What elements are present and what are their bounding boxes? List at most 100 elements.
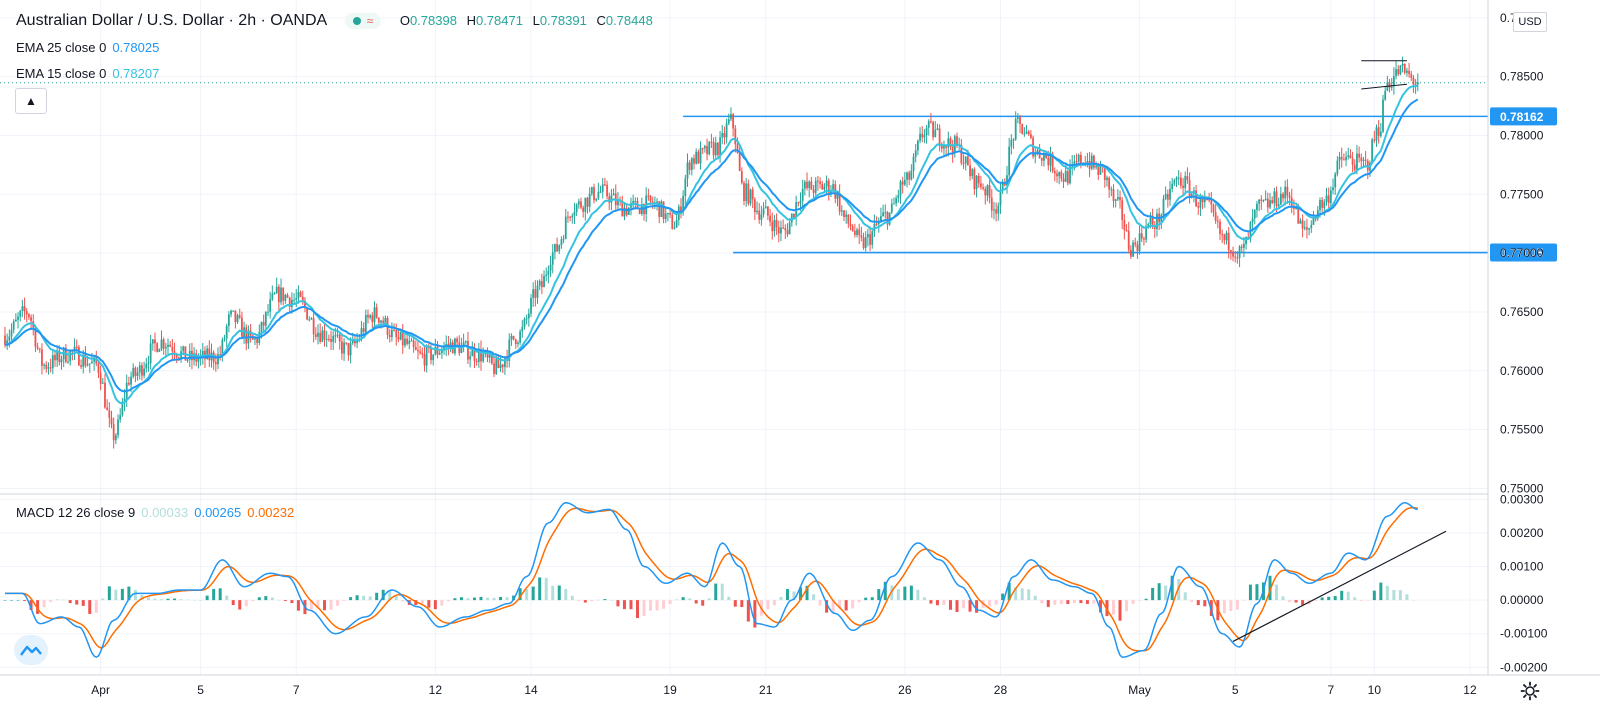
candle-body	[1275, 191, 1278, 207]
macd-histogram-bar	[140, 594, 144, 601]
ema15-legend[interactable]: EMA 15 close 0 0.78207	[16, 66, 159, 81]
macd-histogram-bar	[492, 597, 496, 601]
flag-trend-line	[1361, 83, 1407, 90]
candle-body	[1253, 210, 1256, 219]
collapse-legend-button[interactable]: ▲	[15, 88, 47, 114]
macd-histogram-bar	[1007, 582, 1011, 601]
status-badge[interactable]: ≈	[344, 12, 382, 29]
candle-body	[949, 138, 952, 147]
candle-body	[836, 192, 839, 199]
candle-body	[267, 311, 269, 313]
macd-histogram-bar	[577, 600, 581, 601]
candle-body	[223, 338, 226, 340]
ema15-label: EMA 15 close 0	[16, 66, 107, 81]
macd-histogram-bar	[420, 600, 424, 605]
candle-body	[743, 182, 745, 201]
candle-body	[488, 354, 491, 358]
candle-body	[656, 201, 658, 203]
candle-body	[869, 234, 871, 245]
candle-body	[51, 355, 54, 369]
candle-body	[1064, 171, 1067, 182]
macd-histogram-bar	[88, 600, 92, 614]
candle-body	[467, 341, 469, 360]
candle-body	[612, 193, 615, 196]
macd-histogram-bar	[740, 600, 744, 608]
macd-histogram-bar	[1346, 591, 1350, 601]
candle-body	[686, 162, 689, 179]
candle-body	[256, 338, 259, 343]
macd-histogram-bar	[133, 589, 137, 601]
macd-histogram-bar	[1327, 596, 1331, 601]
macd-histogram-bar	[1079, 600, 1083, 604]
candle-body	[936, 128, 939, 130]
candle-body	[1049, 153, 1052, 166]
candle-body	[41, 349, 43, 366]
macd-histogram-bar	[544, 577, 548, 601]
candle-body	[1364, 159, 1367, 161]
candle-body	[1075, 161, 1078, 163]
macd-histogram-bar	[994, 600, 998, 605]
settings-gear-icon[interactable]	[1520, 681, 1540, 701]
candle-body	[1208, 199, 1211, 201]
candle-body	[1379, 131, 1382, 136]
candle-body	[1306, 227, 1308, 230]
macd-legend[interactable]: MACD 12 26 close 9 0.00033 0.00265 0.00232	[16, 505, 294, 520]
candle-body	[782, 227, 785, 229]
macd-tick-label: 0.00300	[1500, 492, 1544, 506]
candle-body	[493, 363, 495, 374]
symbol-title[interactable]: Australian Dollar / U.S. Dollar · 2h · O…	[16, 12, 327, 29]
candle-body	[840, 210, 843, 212]
candle-body	[993, 209, 995, 211]
currency-button[interactable]: USD	[1513, 12, 1547, 32]
candle-body	[1353, 164, 1356, 170]
macd-histogram-bar	[714, 583, 718, 601]
time-tick-label: 14	[524, 683, 538, 697]
macd-histogram-bar	[1001, 593, 1005, 601]
candle-body	[775, 219, 778, 228]
candle-body	[1366, 160, 1369, 171]
macd-histogram-bar	[1294, 600, 1298, 603]
candle-body	[773, 219, 776, 232]
macd-histogram-bar	[681, 597, 685, 601]
candle-body	[4, 335, 6, 345]
candle-body	[971, 169, 974, 177]
macd-histogram-bar	[1177, 579, 1181, 601]
candle-body	[760, 214, 763, 220]
candle-body	[588, 193, 591, 207]
candle-body	[814, 180, 817, 193]
candle-body	[608, 196, 611, 203]
candle-body	[1058, 172, 1061, 177]
candle-body	[1293, 207, 1295, 209]
candle-body	[1262, 199, 1265, 201]
candle-body	[501, 364, 504, 368]
candle-body	[327, 338, 330, 340]
candle-body	[925, 127, 928, 136]
chevron-up-icon: ▲	[25, 94, 37, 108]
candle-body	[1377, 127, 1380, 136]
candle-body	[1079, 154, 1082, 164]
candle-body	[469, 356, 472, 360]
candle-body	[84, 354, 87, 366]
candle-body	[554, 244, 556, 253]
candle-body	[323, 330, 326, 340]
candle-body	[177, 357, 180, 359]
candle-body	[590, 187, 593, 194]
level-price-tag	[1490, 107, 1557, 126]
candle-body	[80, 365, 82, 367]
candle-body	[288, 297, 291, 307]
candle-body	[1286, 186, 1289, 196]
candle-body	[78, 347, 80, 366]
macd-histogram-bar	[62, 599, 66, 601]
candle-body	[162, 339, 165, 349]
candle-body	[1349, 155, 1352, 159]
ema25-legend[interactable]: EMA 25 close 0 0.78025	[16, 40, 159, 55]
tradingview-logo-icon[interactable]	[14, 635, 48, 665]
macd-histogram-bar	[479, 596, 483, 601]
candle-body	[964, 156, 967, 164]
candle-body	[1401, 63, 1404, 66]
candle-body	[788, 222, 791, 235]
macd-histogram-bar	[433, 600, 437, 610]
candle-body	[817, 180, 819, 182]
macd-histogram-bar	[453, 598, 457, 601]
